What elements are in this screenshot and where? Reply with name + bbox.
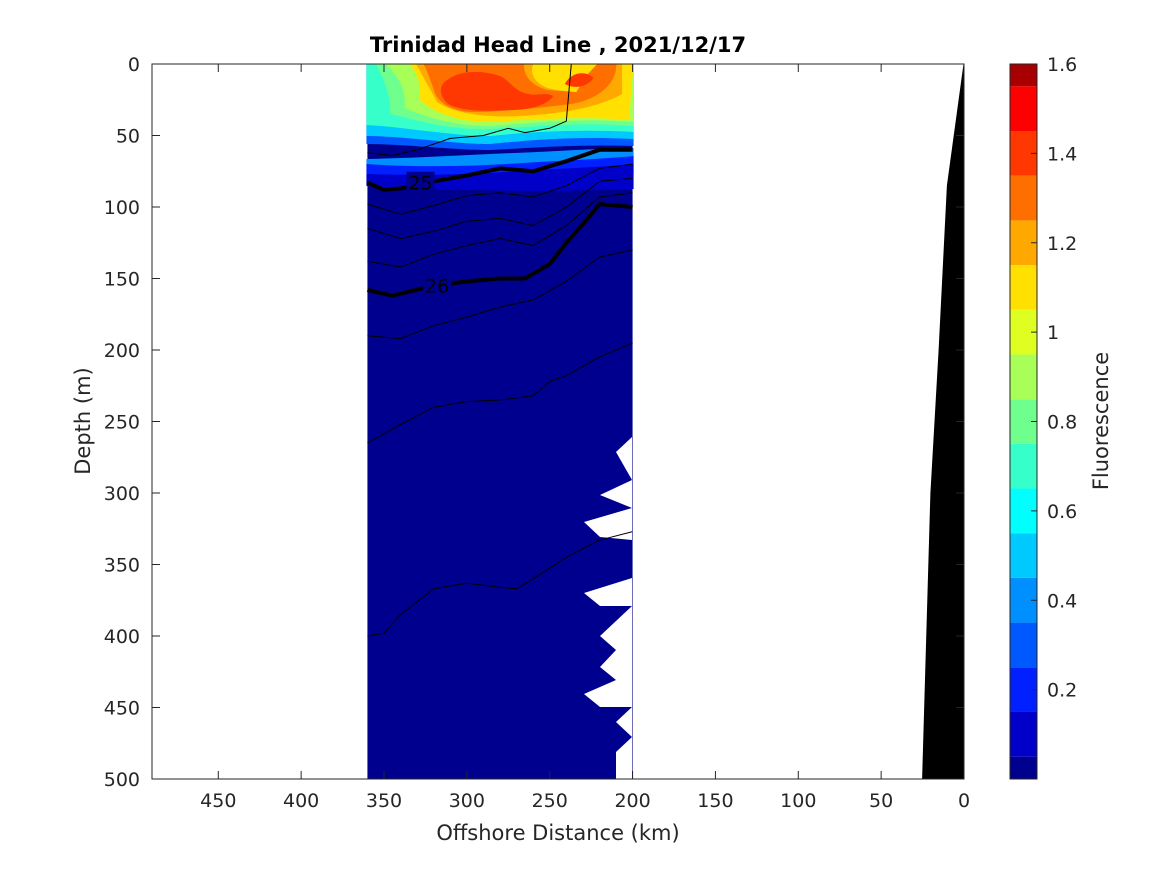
y-tick-label: 200 — [104, 340, 140, 362]
x-tick-label: 200 — [614, 790, 650, 812]
fluorescence-region — [440, 71, 554, 111]
x-tick-label: 350 — [366, 790, 402, 812]
contour-line-major — [366, 147, 633, 192]
x-tick-label: 250 — [532, 790, 568, 812]
x-tick-label: 50 — [869, 790, 893, 812]
contour-line — [367, 249, 633, 340]
chart-title: Trinidad Head Line , 2021/12/17 — [370, 33, 746, 57]
colorbar-tick-label: 0.2 — [1047, 680, 1077, 702]
colorbar-swatch — [1010, 756, 1037, 779]
missing-data-region — [584, 508, 632, 540]
colorbar-tick-label: 1 — [1047, 322, 1059, 344]
x-tick-label: 150 — [697, 790, 733, 812]
colorbar-label: Fluorescence — [1089, 352, 1113, 490]
y-tick-label: 50 — [116, 126, 140, 148]
colorbar: 0.2 0.4 0.6 0.8 1 1.2 1.4 1.6 — [1009, 54, 1077, 780]
colorbar-tick-label: 0.4 — [1047, 590, 1077, 612]
contour-line-major — [366, 202, 633, 298]
y-tick-label: 250 — [104, 412, 140, 434]
missing-data-region — [600, 480, 632, 508]
contour-line — [367, 163, 633, 215]
y-tick-label: 150 — [104, 269, 140, 291]
contour-line — [367, 177, 633, 239]
contour-label: 26 — [425, 276, 449, 298]
x-tick-label: 0 — [958, 790, 970, 812]
contour-line — [367, 192, 633, 268]
contour-label-gap — [423, 274, 452, 297]
contour-label: 25 — [408, 173, 432, 195]
missing-data-region — [616, 707, 632, 779]
y-tick-label: 300 — [104, 483, 140, 505]
colorbar-swatch — [1010, 86, 1037, 132]
x-tick-label: 100 — [780, 790, 816, 812]
colorbar-swatch — [1010, 622, 1037, 668]
fluorescence-region — [564, 73, 594, 87]
y-tick-label: 350 — [104, 555, 140, 577]
colorbar-swatch — [1010, 265, 1037, 310]
missing-data-region — [584, 578, 632, 606]
colorbar-tick-label: 0.8 — [1047, 412, 1077, 434]
missing-data-region — [584, 606, 632, 707]
colorbar-swatch — [1010, 354, 1037, 400]
contour-line — [367, 342, 633, 444]
contour-label-gap — [406, 171, 435, 194]
colorbar-tick-label: 1.6 — [1047, 54, 1077, 76]
x-tick-label: 300 — [449, 790, 485, 812]
y-tick-label: 100 — [104, 197, 140, 219]
colorbar-swatch — [1010, 443, 1037, 489]
contour-line — [367, 531, 633, 637]
colorbar-tick-label: 1.4 — [1047, 143, 1077, 165]
x-tick-label: 400 — [283, 790, 319, 812]
colorbar-swatch — [1010, 64, 1037, 87]
bathymetry-seafloor — [922, 64, 964, 779]
contour-line — [367, 64, 572, 156]
missing-data-region — [616, 437, 632, 480]
colorbar-swatch — [1010, 175, 1037, 221]
x-tick-label: 450 — [200, 790, 236, 812]
y-tick-label: 0 — [128, 54, 140, 76]
x-axis-label: Offshore Distance (km) — [436, 821, 679, 845]
colorbar-tick-label: 0.6 — [1047, 501, 1077, 523]
colorbar-tick-label: 1.2 — [1047, 233, 1077, 255]
y-tick-label: 500 — [104, 769, 140, 791]
y-tick-label: 400 — [104, 626, 140, 648]
colorbar-swatch — [1010, 533, 1037, 578]
colorbar-swatch — [1010, 711, 1037, 757]
y-tick-label: 450 — [104, 698, 140, 720]
y-axis-label: Depth (m) — [71, 367, 95, 474]
